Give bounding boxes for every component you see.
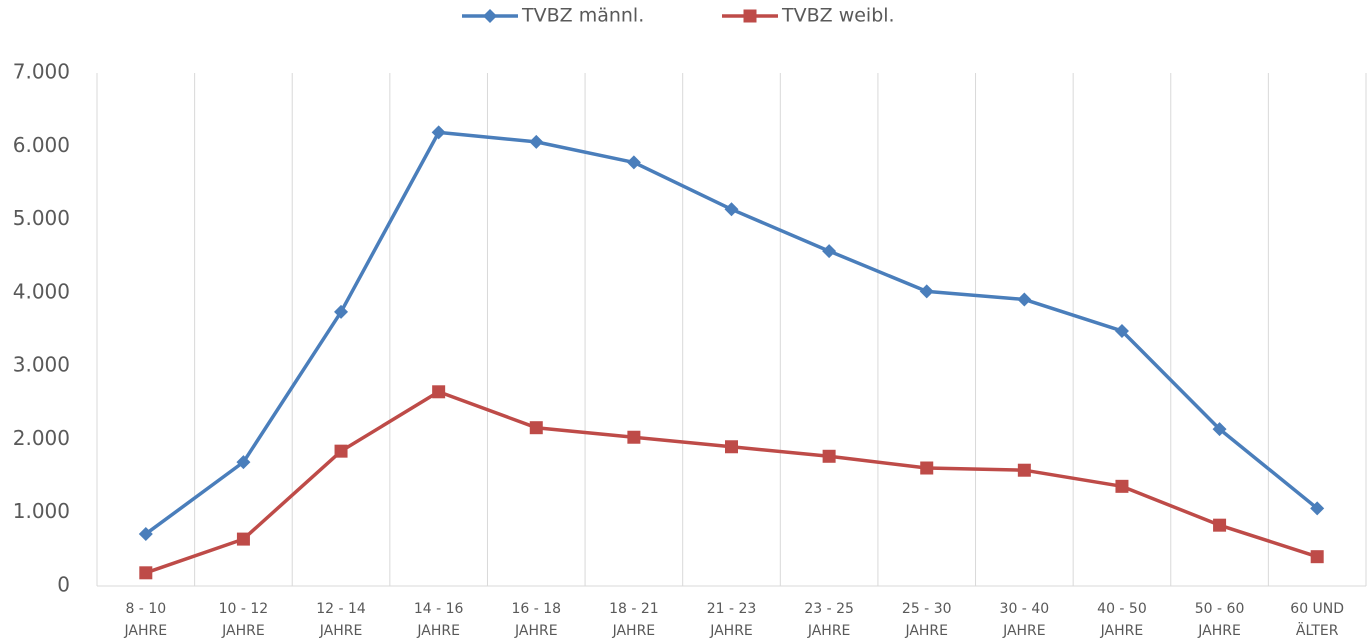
y-tick-label: 0: [57, 573, 70, 597]
y-tick-label: 4.000: [13, 279, 70, 303]
x-tick-label: 14 - 16 JAHRE: [413, 601, 464, 639]
x-tick-label: 25 - 30 JAHRE: [901, 601, 952, 639]
series-line: [145, 390, 1318, 575]
point: [743, 9, 757, 23]
point: [1310, 501, 1325, 516]
point: [627, 430, 641, 444]
y-tick-label: 5.000: [13, 206, 70, 230]
y-tick-label: 6.000: [13, 133, 70, 157]
point: [1017, 292, 1032, 307]
point: [529, 421, 543, 435]
legend-label: TVBZ männl.: [521, 5, 644, 27]
point: [432, 385, 446, 399]
x-tick-label: 23 - 25 JAHRE: [804, 601, 854, 639]
point: [920, 461, 934, 475]
y-tick-label: 3.000: [13, 353, 70, 377]
point: [334, 444, 348, 458]
y-tick-label: 1.000: [13, 499, 70, 523]
point: [431, 125, 446, 140]
point: [724, 202, 739, 217]
point: [1310, 550, 1324, 564]
point: [334, 304, 349, 319]
legend-label: TVBZ weibl.: [781, 5, 895, 27]
x-tick-label: 8 - 10 JAHRE: [124, 601, 168, 639]
point: [1212, 422, 1227, 437]
y-tick-label: 7.000: [13, 60, 70, 84]
point: [236, 455, 251, 470]
point: [919, 284, 934, 299]
point: [529, 134, 544, 149]
point: [139, 566, 153, 580]
point: [1017, 463, 1031, 477]
point: [626, 155, 641, 170]
x-tick-label: 60 UND ÄLTER: [1290, 601, 1345, 639]
point: [822, 244, 837, 259]
x-tick-label: 50 - 60 JAHRE: [1194, 601, 1245, 639]
point: [822, 449, 836, 463]
point: [725, 440, 738, 454]
x-tick-label: 18 - 21 JAHRE: [609, 601, 659, 639]
x-tick-label: 30 - 40 JAHRE: [999, 601, 1050, 639]
y-tick-label: 2.000: [13, 426, 70, 450]
point: [1115, 479, 1129, 493]
point: [236, 532, 250, 546]
point: [1213, 518, 1227, 532]
x-tick-label: 10 - 12 JAHRE: [218, 601, 269, 639]
point: [483, 9, 497, 23]
point: [138, 526, 153, 541]
series-line: [144, 130, 1319, 536]
x-tick-label: 12 - 14 JAHRE: [316, 601, 366, 639]
point: [1114, 323, 1129, 338]
x-tick-label: 40 - 50 JAHRE: [1097, 601, 1147, 639]
x-tick-label: 16 - 18 JAHRE: [511, 601, 562, 639]
x-tick-label: 21 - 23 JAHRE: [706, 601, 757, 639]
